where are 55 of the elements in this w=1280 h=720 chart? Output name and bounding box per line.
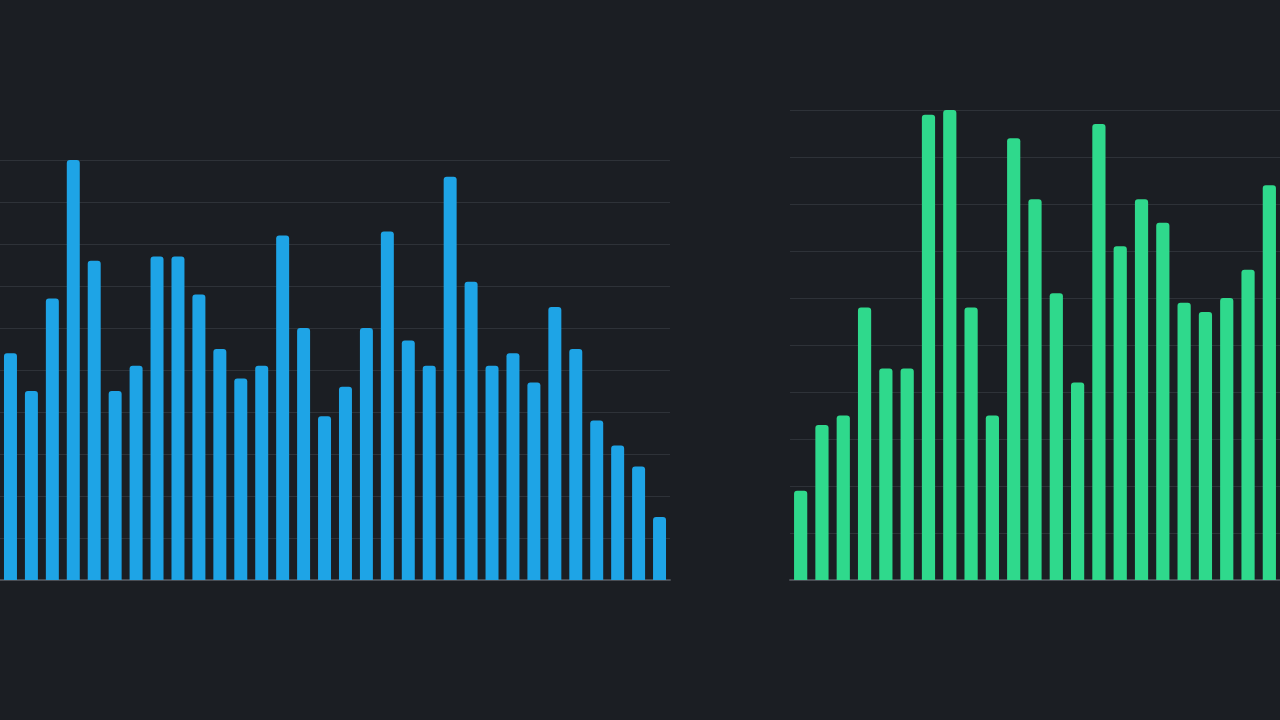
bar — [632, 466, 646, 580]
bar — [422, 365, 436, 580]
bar — [1028, 199, 1042, 580]
bar — [569, 349, 583, 580]
bar — [548, 307, 562, 580]
bar — [527, 382, 541, 580]
bar — [318, 416, 332, 580]
bar — [1198, 312, 1213, 580]
bar — [3, 353, 17, 580]
bar — [401, 340, 415, 580]
bar — [964, 307, 978, 580]
bar — [985, 415, 999, 580]
bar — [879, 368, 893, 580]
bar — [45, 298, 59, 580]
bar — [1113, 246, 1127, 580]
bar — [464, 281, 478, 580]
bar — [87, 260, 101, 580]
bar — [192, 294, 206, 580]
bar — [590, 420, 604, 580]
bar — [1177, 302, 1191, 580]
bar — [1262, 185, 1276, 580]
bar — [921, 114, 936, 580]
bar — [1092, 124, 1106, 580]
bar — [485, 365, 499, 580]
bar — [900, 368, 914, 580]
bar — [276, 235, 290, 580]
bar — [171, 256, 185, 580]
bar — [1049, 293, 1063, 580]
bar — [943, 110, 957, 580]
bar — [255, 365, 269, 580]
bar — [1071, 382, 1085, 580]
bar — [150, 256, 164, 580]
bar — [234, 378, 248, 580]
bar — [359, 328, 373, 580]
bar — [815, 424, 829, 580]
bar — [857, 307, 872, 580]
bar — [506, 353, 520, 580]
bar — [611, 445, 625, 580]
bar — [1241, 269, 1255, 580]
bar — [338, 386, 352, 580]
bar — [1007, 138, 1021, 580]
bar — [794, 490, 808, 580]
bar — [1220, 298, 1234, 580]
bar — [1156, 222, 1170, 580]
bar — [653, 517, 667, 580]
bar — [66, 160, 80, 580]
bar — [129, 365, 143, 580]
bar — [380, 231, 394, 580]
bar — [1134, 199, 1149, 580]
bar — [108, 391, 122, 580]
bar — [836, 415, 850, 580]
bar — [213, 349, 227, 580]
bar — [297, 328, 311, 580]
bar — [24, 391, 38, 580]
bar — [443, 176, 457, 580]
